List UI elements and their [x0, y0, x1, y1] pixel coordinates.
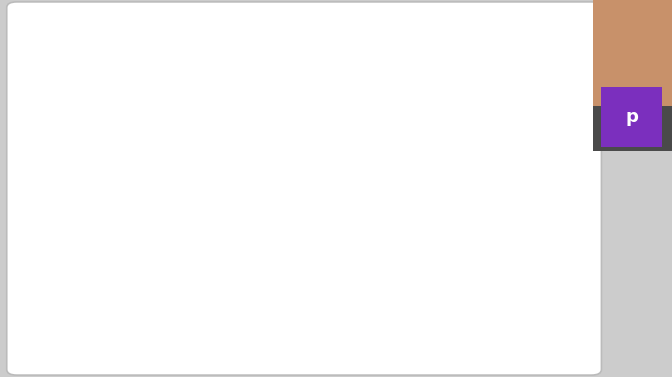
Text: GPS POSITION LOCATION PRINCIPLES: GPS POSITION LOCATION PRINCIPLES	[157, 26, 475, 41]
Text: • The basic requirement of a satellite navigation system like GPS
is that there : • The basic requirement of a satellite n…	[44, 68, 318, 102]
Text: • Figure below shows the general arrangement of position
location with GPS.: • Figure below shows the general arrange…	[44, 192, 290, 214]
Text: foreword.pro.imberg: foreword.pro.imberg	[329, 182, 437, 240]
Text: p: p	[625, 108, 638, 126]
Text: • Three satellites are required to provide the three distance
measurements, and : • Three satellites are required to provi…	[44, 139, 305, 161]
Text: word.pro.imberg: word.pro.imberg	[79, 116, 163, 170]
